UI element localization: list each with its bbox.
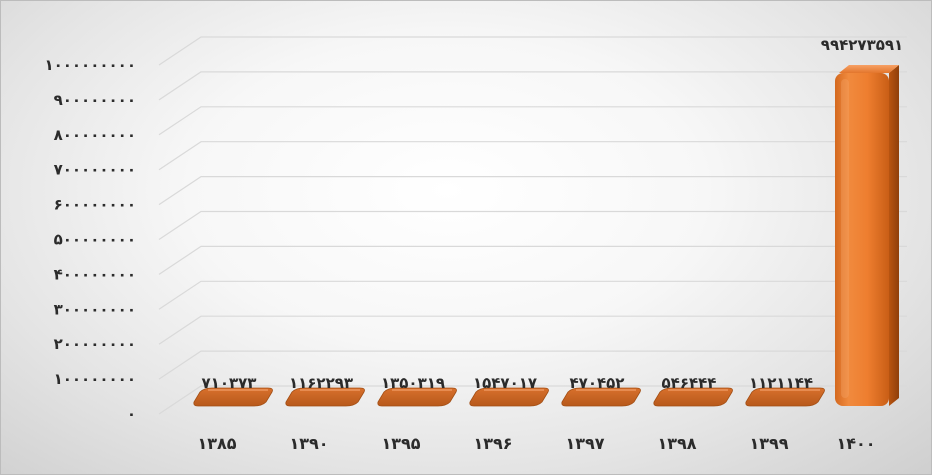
data-labels: ۷۱۰۳۷۳ ۱۱۶۲۲۹۳ ۱۳۵۰۳۱۹ ۱۵۴۷۰۱۷ ۴۷۰۴۵۲ ۵۴۶۴۴۴ ۱… [202, 36, 904, 392]
gridline [158, 350, 907, 380]
data-label: ۱۱۲۱۱۴۴ [749, 374, 813, 392]
x-axis-ticks: ۱۳۸۵ ۱۳۹۰ ۱۳۹۵ ۱۳۹۶ ۱۳۹۷ ۱۳۹۸ ۱۳۹۹ ۱۴۰۰ [197, 434, 875, 453]
x-tick-label: ۱۳۹۸ [657, 434, 696, 453]
bar [561, 387, 641, 407]
y-tick-label: ۲۰۰۰۰۰۰۰۰ [54, 335, 136, 353]
gridline [158, 36, 907, 66]
y-tick-label: ۹۰۰۰۰۰۰۰۰ [54, 91, 136, 109]
y-tick-label: ۳۰۰۰۰۰۰۰۰ [54, 300, 136, 318]
gridlines [158, 36, 907, 415]
gridline [158, 280, 907, 310]
bar [193, 387, 273, 407]
x-tick-label: ۱۳۹۷ [565, 434, 604, 453]
x-tick-label: ۱۳۹۹ [749, 434, 788, 453]
data-label: ۱۳۵۰۳۱۹ [381, 374, 445, 392]
bar [377, 387, 457, 407]
y-tick-label: ۱۰۰۰۰۰۰۰۰۰ [44, 56, 136, 74]
gridline [158, 385, 907, 415]
bar [285, 387, 365, 407]
gridline [158, 106, 907, 136]
bars [193, 64, 899, 407]
gridline [158, 315, 907, 345]
data-label: ۴۷۰۴۵۲ [570, 374, 625, 392]
y-tick-label: ۴۰۰۰۰۰۰۰۰ [54, 265, 136, 283]
y-axis-ticks: ۰ ۱۰۰۰۰۰۰۰۰ ۲۰۰۰۰۰۰۰۰ ۳۰۰۰۰۰۰۰۰ ۴۰۰۰۰۰۰۰۰ ۵۰۰… [44, 56, 136, 423]
y-tick-label: ۱۰۰۰۰۰۰۰۰ [54, 370, 136, 388]
data-label: ۵۴۶۴۴۴ [662, 374, 717, 392]
gridline [158, 210, 907, 240]
bar [835, 64, 899, 406]
y-tick-label: ۵۰۰۰۰۰۰۰۰ [54, 231, 136, 249]
bar [469, 387, 549, 407]
bar [745, 387, 825, 407]
gridline [158, 141, 907, 171]
gridline [158, 245, 907, 275]
bar [653, 387, 733, 407]
data-label: ۱۵۴۷۰۱۷ [473, 374, 537, 392]
data-label: ۱۱۶۲۲۹۳ [289, 374, 353, 392]
x-tick-label: ۱۴۰۰ [836, 434, 875, 453]
x-tick-label: ۱۳۹۰ [289, 434, 328, 453]
data-label: ۷۱۰۳۷۳ [202, 374, 257, 392]
x-tick-label: ۱۳۹۵ [381, 434, 420, 453]
gridline [158, 176, 907, 206]
data-label: ۹۹۴۲۷۳۵۹۱ [821, 36, 903, 54]
y-tick-label: ۷۰۰۰۰۰۰۰۰ [54, 161, 136, 179]
x-tick-label: ۱۳۹۶ [473, 434, 512, 453]
x-tick-label: ۱۳۸۵ [197, 434, 236, 453]
y-tick-label: ۶۰۰۰۰۰۰۰۰ [54, 196, 136, 214]
y-tick-label: ۰ [127, 405, 136, 423]
gridline [158, 71, 907, 101]
y-tick-label: ۸۰۰۰۰۰۰۰۰ [54, 126, 136, 144]
